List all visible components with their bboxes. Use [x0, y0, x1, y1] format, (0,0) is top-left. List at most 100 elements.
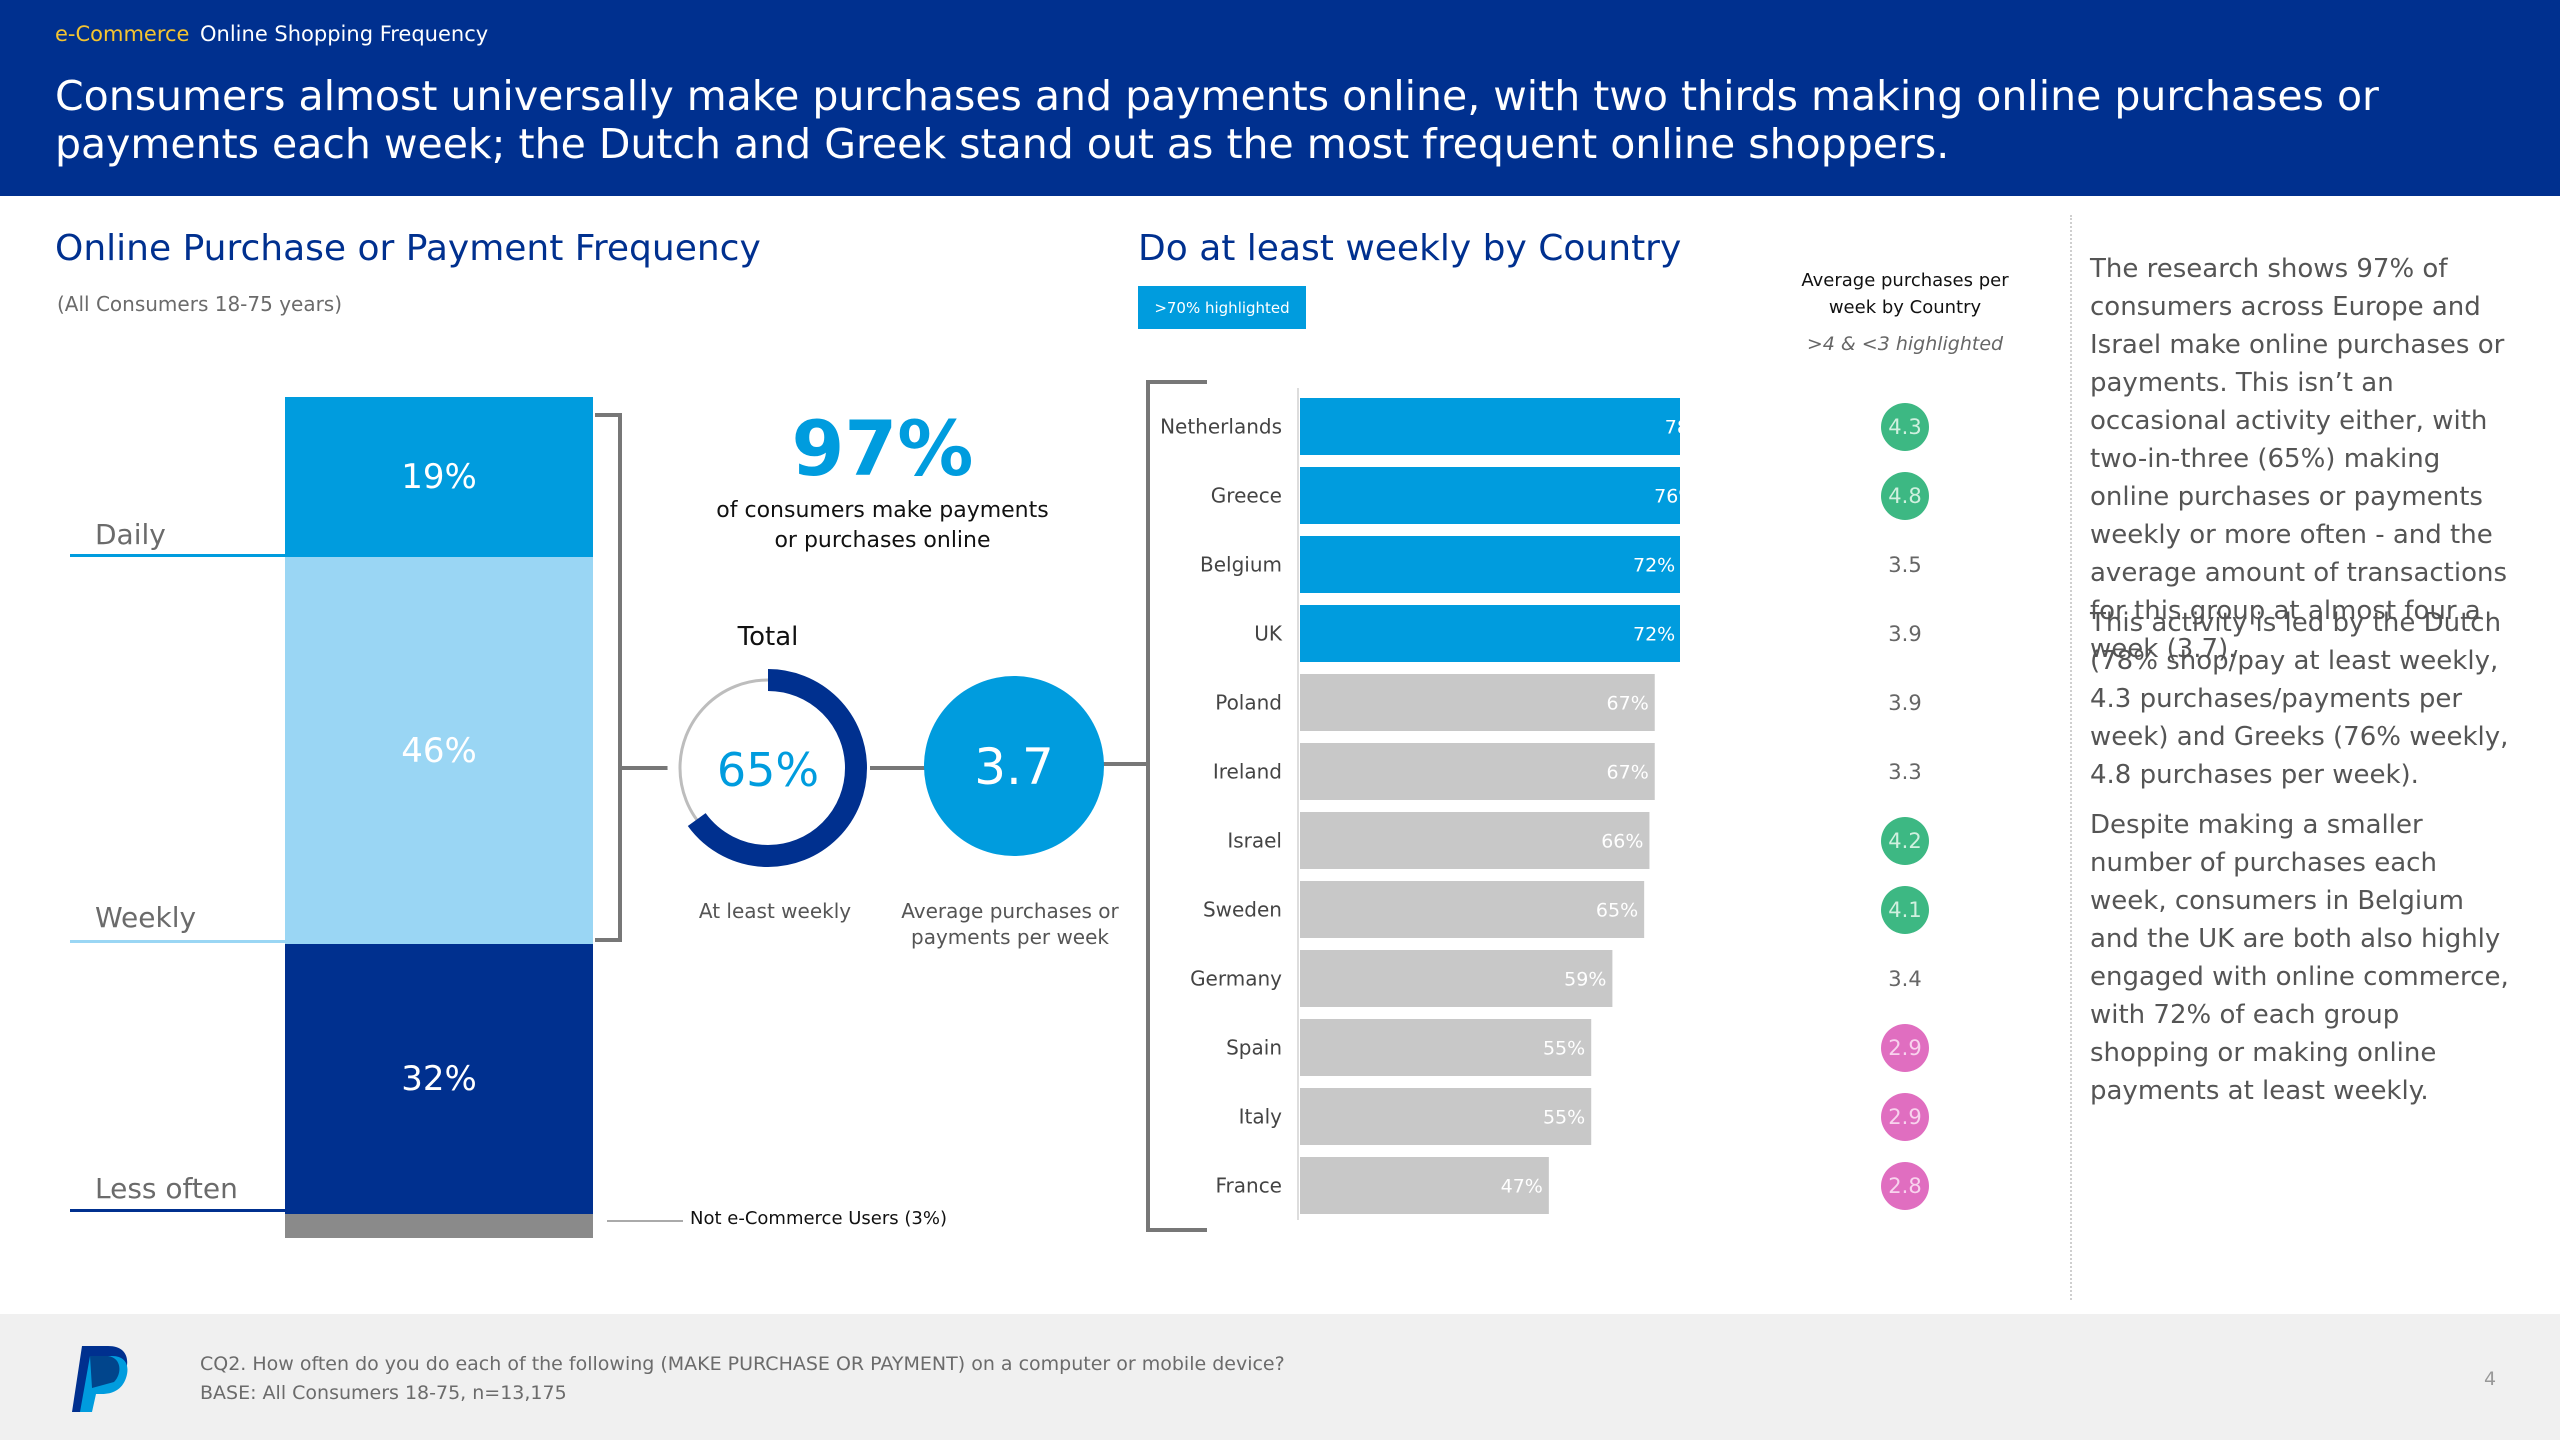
avg-value-greece: 4.8 — [1881, 471, 1929, 520]
big-percentage-text-2: or purchases online — [774, 528, 991, 553]
donut-center-value: 65% — [717, 743, 819, 797]
category-label-sweden: Sweden — [1203, 898, 1282, 922]
frequency-chart-title: Online Purchase or Payment Frequency — [55, 228, 761, 269]
bar-ireland — [1300, 743, 1655, 800]
avg-value-france: 2.8 — [1881, 1161, 1929, 1210]
value-label-italy: 55% — [1543, 1107, 1585, 1129]
value-label-greece: 76% — [1654, 486, 1680, 508]
header-banner: e-Commerce Online Shopping Frequency Con… — [0, 0, 2560, 196]
average-caption: Average purchases or payments per week — [880, 898, 1140, 950]
side-paragraph-1: The research shows 97% of consumers acro… — [2090, 254, 2508, 664]
bar-poland — [1300, 674, 1655, 731]
category-label-belgium: Belgium — [1200, 553, 1282, 577]
country-axis-bracket — [1146, 380, 1207, 1232]
country-bar-chart: Netherlands 78% Greece 76% Belgium 72% UK 72% Po… — [1146, 380, 1680, 1232]
average-caption-1: Average purchases or — [901, 899, 1119, 923]
label-less-often: Less often — [95, 1172, 238, 1205]
frequency-chart-subtitle: (All Consumers 18-75 years) — [57, 292, 343, 316]
bar-spain — [1300, 1019, 1592, 1076]
breadcrumb-topic: Online Shopping Frequency — [200, 22, 489, 46]
donut-slice-weekly — [669, 669, 867, 867]
vertical-divider — [2070, 215, 2072, 1300]
stack-segment-not-users — [285, 1214, 593, 1238]
stack-segment-weekly: 46% — [285, 557, 593, 944]
value-label-spain: 55% — [1543, 1038, 1585, 1060]
category-label-italy: Italy — [1239, 1105, 1283, 1129]
not-users-label: Not e-Commerce Users (3%) — [690, 1208, 947, 1229]
category-label-greece: Greece — [1211, 484, 1282, 508]
avg-column-header-2: week by Country — [1828, 297, 1982, 318]
weekly-bracket — [595, 413, 622, 942]
page-number: 4 — [2484, 1368, 2497, 1390]
category-label-netherlands: Netherlands — [1160, 415, 1282, 439]
paypal-logo-icon — [72, 1346, 128, 1412]
stack-segment-less-often: 32% — [285, 944, 593, 1214]
side-paragraph-2: This activity is led by the Dutch (78% s… — [2090, 608, 2509, 790]
footer — [0, 1314, 2560, 1440]
avg-value-italy: 2.9 — [1881, 1092, 1929, 1141]
category-label-germany: Germany — [1190, 967, 1282, 991]
avg-value-belgium: 3.5 — [1888, 552, 1922, 577]
category-label-israel: Israel — [1227, 829, 1282, 853]
page-title: Consumers almost universally make purcha… — [55, 72, 2379, 168]
stack-label-weekly: 46% — [401, 730, 477, 771]
big-percentage-text-1: of consumers make payments — [716, 498, 1049, 523]
category-label-france: France — [1215, 1174, 1282, 1198]
value-label-netherlands: 78% — [1665, 417, 1680, 439]
average-circle — [924, 676, 1104, 856]
bar-netherlands — [1300, 398, 1680, 455]
value-label-germany: 59% — [1564, 969, 1606, 991]
avg-value-spain: 2.9 — [1881, 1023, 1929, 1072]
stack-label-less-often: 32% — [401, 1059, 477, 1099]
bar-sweden — [1300, 881, 1645, 938]
category-label-poland: Poland — [1215, 691, 1282, 715]
donut-caption: At least weekly — [698, 899, 852, 923]
bar-france — [1300, 1157, 1549, 1214]
category-label-spain: Spain — [1226, 1036, 1282, 1060]
bar-uk — [1300, 605, 1680, 662]
footer-notes: CQ2. How often do you do each of the fol… — [200, 1350, 1285, 1408]
big-percentage: 97% — [791, 404, 974, 493]
average-value: 3.7 — [974, 738, 1054, 796]
donut-chart: 65% — [667, 667, 869, 869]
value-label-poland: 67% — [1607, 693, 1649, 715]
bar-greece — [1300, 467, 1680, 524]
value-label-israel: 66% — [1601, 831, 1643, 853]
side-paragraph-3: Despite making a smaller number of purch… — [2090, 810, 2509, 1106]
avg-value-sweden: 4.1 — [1881, 885, 1929, 934]
value-label-ireland: 67% — [1607, 762, 1649, 784]
label-daily: Daily — [95, 518, 166, 551]
category-label-ireland: Ireland — [1213, 760, 1282, 784]
label-weekly: Weekly — [95, 901, 197, 934]
avg-value-poland: 3.9 — [1888, 690, 1922, 715]
bar-italy — [1300, 1088, 1592, 1145]
avg-value-ireland: 3.3 — [1888, 759, 1922, 784]
avg-value-netherlands: 4.3 — [1881, 402, 1929, 451]
line-weekly — [70, 940, 285, 943]
connector-svg: 65% 3.7 — [595, 413, 1150, 1222]
bar-israel — [1300, 812, 1650, 869]
highlight-badge: >70% highlighted — [1138, 286, 1306, 329]
stack-label-daily: 19% — [401, 457, 477, 497]
bar-germany — [1300, 950, 1613, 1007]
average-caption-2: payments per week — [911, 925, 1109, 949]
country-chart-title: Do at least weekly by Country — [1138, 228, 1682, 269]
value-label-uk: 72% — [1633, 624, 1675, 646]
avg-value-uk: 3.9 — [1888, 621, 1922, 646]
value-label-belgium: 72% — [1633, 555, 1675, 577]
value-label-france: 47% — [1501, 1176, 1543, 1198]
avg-column-subheader: >4 & <3 highlighted — [1806, 333, 2004, 355]
avg-value-israel: 4.2 — [1881, 816, 1929, 865]
line-less-often — [70, 1209, 285, 1212]
big-percentage-description: of consumers make payments or purchases … — [700, 496, 1065, 556]
avg-value-germany: 3.4 — [1888, 966, 1922, 991]
breadcrumb-section: e-Commerce — [55, 22, 190, 46]
stack-segment-daily: 19% — [285, 397, 593, 557]
category-label-uk: UK — [1254, 622, 1283, 646]
footer-base: BASE: All Consumers 18-75, n=13,175 — [200, 1382, 567, 1404]
bar-belgium — [1300, 536, 1680, 593]
avg-column-header: Average purchases per week by Country — [1780, 267, 2030, 321]
footer-question: CQ2. How often do you do each of the fol… — [200, 1353, 1285, 1375]
donut-title: Total — [737, 622, 799, 652]
value-label-sweden: 65% — [1596, 900, 1638, 922]
